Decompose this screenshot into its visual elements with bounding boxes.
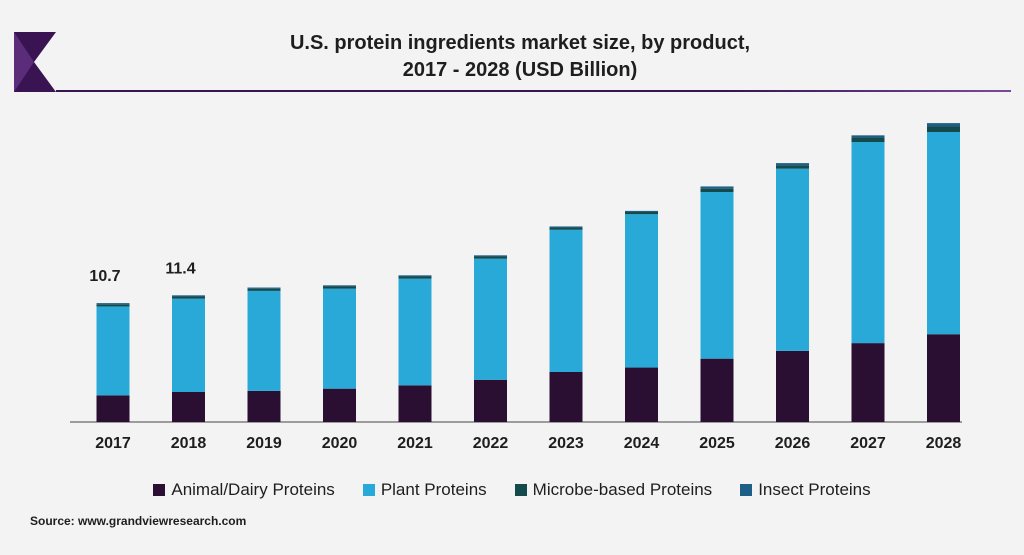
bar-2018-series-1 [172,298,205,392]
bar-2026-series-1 [776,168,809,351]
grand-view-logo-icon [14,32,56,92]
x-tick-label-2023: 2023 [548,435,584,452]
bar-2028-series-0 [927,334,960,422]
bar-2022-series-2 [474,256,507,259]
x-tick-label-2024: 2024 [624,435,660,452]
chart-title-line-1: U.S. protein ingredients market size, by… [289,32,751,54]
data-label-2018: 11.4 [165,260,195,277]
bar-2021-series-1 [398,278,432,386]
bar-2019-series-2 [247,288,281,291]
bar-2024-series-0 [625,367,658,422]
bar-2027-series-1 [851,142,885,344]
bar-2022-series-0 [474,379,507,422]
bar-2022-series-1 [474,258,507,380]
bar-2020-series-1 [323,288,356,389]
chart-title-line-2: 2017 - 2028 (USD Billion) [402,59,638,81]
x-tick-label-2025: 2025 [699,435,735,452]
x-tick-label-2022: 2022 [473,435,509,452]
source-note: Source: www.grandviewresearch.com [30,514,247,528]
legend-label-0: Animal/Dairy Proteins [171,480,335,499]
bar-2018-series-2 [172,296,205,299]
bar-2017-series-2 [96,304,130,307]
bar-2026-series-0 [776,350,809,422]
bar-2017-series-1 [96,306,130,396]
bar-2025-series-2 [700,188,734,192]
chart-legend: Animal/Dairy Proteins Plant Proteins Micro… [0,478,1024,502]
bar-2025-series-1 [700,192,734,359]
x-tick-label-2028: 2028 [926,435,962,452]
bar-2021-series-2 [398,276,432,279]
x-tick-label-2021: 2021 [397,435,433,452]
bar-2023-series-2 [549,227,583,230]
x-tick-label-2019: 2019 [246,435,282,452]
legend-label-3: Insect Proteins [758,480,871,499]
bar-2027-series-2 [851,137,885,142]
bar-2028-series-1 [927,132,960,335]
legend-label-1: Plant Proteins [380,480,487,499]
bar-2024-series-1 [625,214,658,368]
bar-2024-series-3 [625,210,658,212]
bar-2021-series-3 [398,275,432,277]
x-tick-label-2020: 2020 [322,435,358,452]
bar-2025-series-3 [700,186,734,189]
data-label-2017: 10.7 [89,268,120,285]
bar-2023-series-3 [549,226,583,228]
bar-2027-series-3 [851,135,885,138]
bar-2018-series-0 [172,392,205,422]
x-tick-label-2026: 2026 [775,435,811,452]
bar-2017-series-0 [96,395,130,422]
bar-2028-series-2 [927,126,960,132]
legend-item-0: Animal/Dairy Proteins [153,480,335,500]
bar-2019-series-1 [247,290,281,391]
bar-2022-series-3 [474,255,507,257]
legend-swatch-0 [153,484,166,496]
legend-item-3: Insect Proteins [740,480,871,500]
chart-title: U.S. protein ingredients market size, by… [200,30,840,84]
bar-2023-series-1 [549,229,583,372]
x-tick-label-2027: 2027 [850,435,886,452]
bar-2020-series-0 [323,388,356,422]
bar-2018-series-3 [172,295,205,297]
legend-swatch-3 [740,484,753,496]
bar-2026-series-3 [776,163,809,166]
legend-label-2: Microbe-based Proteins [532,480,713,499]
bar-2027-series-0 [851,343,885,422]
bar-2019-series-0 [247,390,281,422]
bar-2024-series-2 [625,212,658,215]
bar-2017-series-3 [96,303,130,305]
x-tick-label-2017: 2017 [95,435,131,452]
bar-2020-series-2 [323,286,356,289]
legend-item-1: Plant Proteins [362,480,487,500]
bar-2025-series-0 [700,358,734,422]
bar-2019-series-3 [247,287,281,289]
bar-2023-series-0 [549,372,583,422]
legend-swatch-2 [514,484,527,496]
bar-2020-series-3 [323,285,356,287]
legend-swatch-1 [362,484,375,496]
x-tick-label-2018: 2018 [171,435,207,452]
header-rule [56,90,1011,92]
bar-2028-series-3 [927,123,960,127]
bar-2021-series-0 [398,385,432,422]
bar-2026-series-2 [776,165,809,169]
legend-item-2: Microbe-based Proteins [514,480,713,500]
